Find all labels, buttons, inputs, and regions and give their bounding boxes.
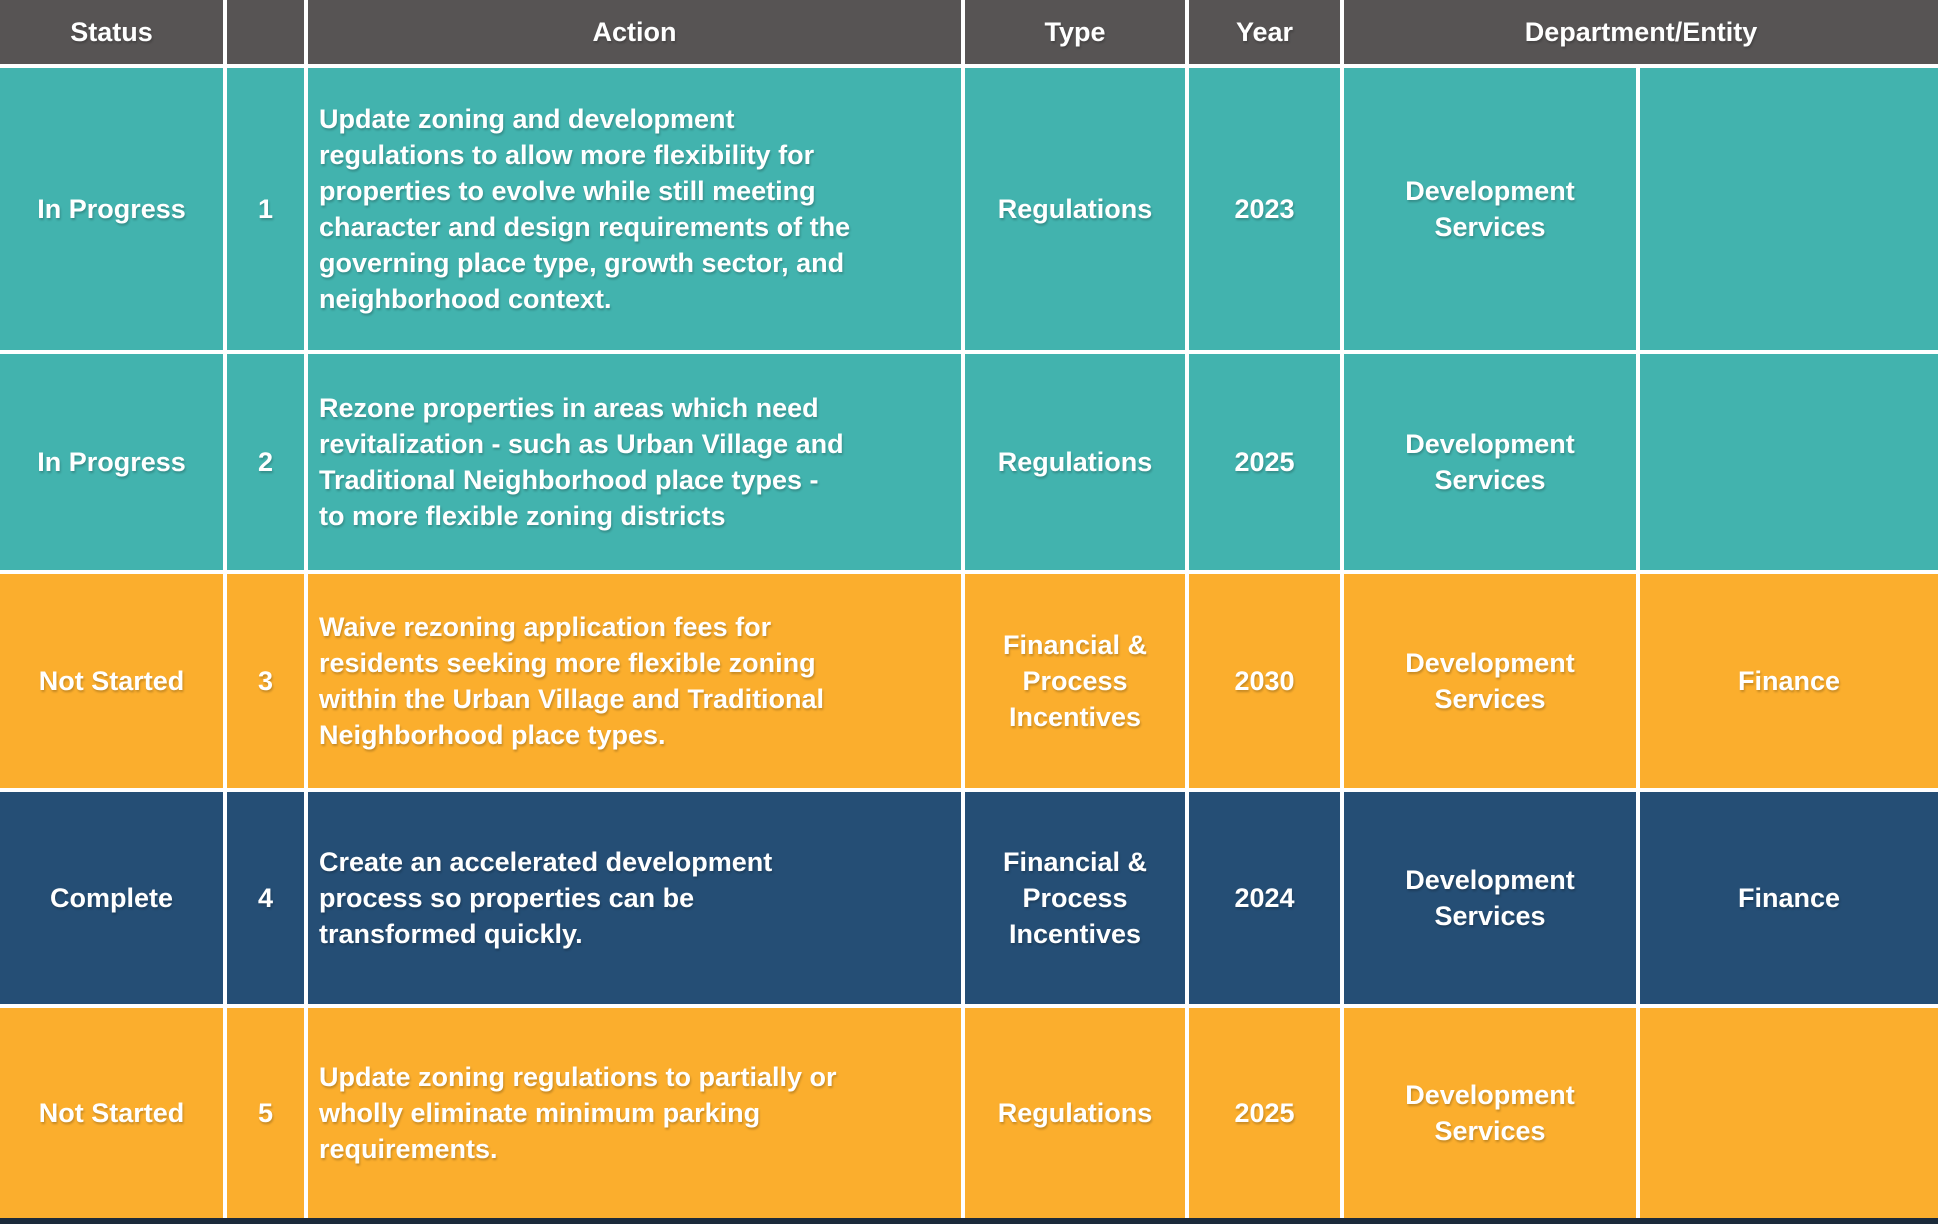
cell-status: Complete <box>0 792 223 1004</box>
cell-number: 3 <box>227 574 304 788</box>
cell-department: Development Services <box>1344 1008 1636 1218</box>
cell-status: Not Started <box>0 574 223 788</box>
header-status: Status <box>0 0 223 64</box>
cell-year: 2025 <box>1189 354 1340 570</box>
cell-department: Development Services <box>1344 354 1636 570</box>
cell-type: Financial & Process Incentives <box>965 792 1185 1004</box>
cell-entity <box>1640 354 1938 570</box>
cell-action: Waive rezoning application fees for resi… <box>308 574 961 788</box>
cell-action: Rezone properties in areas which need re… <box>308 354 961 570</box>
cell-action: Update zoning regulations to partially o… <box>308 1008 961 1218</box>
cell-type: Regulations <box>965 354 1185 570</box>
cell-department: Development Services <box>1344 68 1636 350</box>
cell-year: 2030 <box>1189 574 1340 788</box>
cell-number: 2 <box>227 354 304 570</box>
cell-department: Development Services <box>1344 574 1636 788</box>
header-type: Type <box>965 0 1185 64</box>
cell-entity: Finance <box>1640 792 1938 1004</box>
cell-type: Regulations <box>965 68 1185 350</box>
cell-number: 4 <box>227 792 304 1004</box>
cell-year: 2024 <box>1189 792 1340 1004</box>
header-department-entity: Department/Entity <box>1344 0 1938 64</box>
cell-entity: Finance <box>1640 574 1938 788</box>
cell-type: Regulations <box>965 1008 1185 1218</box>
cell-year: 2023 <box>1189 68 1340 350</box>
cell-department: Development Services <box>1344 792 1636 1004</box>
cell-action: Update zoning and development regulation… <box>308 68 961 350</box>
cell-entity <box>1640 68 1938 350</box>
header-number <box>227 0 304 64</box>
cell-type: Financial & Process Incentives <box>965 574 1185 788</box>
cell-number: 5 <box>227 1008 304 1218</box>
cell-number: 1 <box>227 68 304 350</box>
header-year: Year <box>1189 0 1340 64</box>
cell-status: Not Started <box>0 1008 223 1218</box>
cell-entity <box>1640 1008 1938 1218</box>
cell-year: 2025 <box>1189 1008 1340 1218</box>
cell-status: In Progress <box>0 68 223 350</box>
cell-status: In Progress <box>0 354 223 570</box>
header-action: Action <box>308 0 961 64</box>
cell-action: Create an accelerated development proces… <box>308 792 961 1004</box>
